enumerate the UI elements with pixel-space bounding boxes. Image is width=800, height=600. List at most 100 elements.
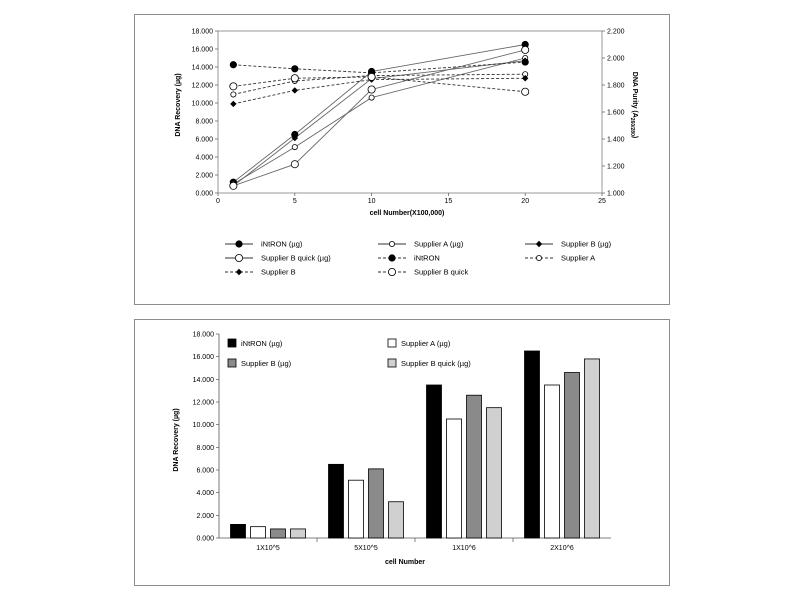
y-tick-label: 10.000 — [192, 101, 214, 108]
legend-entry: Supplier B quick (µg) — [401, 359, 471, 368]
data-point — [521, 87, 530, 96]
legend-entry: iNtRON (µg) — [261, 240, 303, 249]
legend-marker — [235, 253, 244, 262]
bar — [290, 528, 306, 539]
data-point — [368, 94, 375, 101]
y-tick-label: 14.000 — [193, 377, 215, 384]
x-axis-label: cell Number(X100,000) — [370, 210, 445, 217]
y-tick-label: 4.000 — [196, 490, 214, 497]
line-chart: 0.000 2.000 4.000 6.000 8.000 10.000 12.000 14.… — [175, 29, 638, 277]
bar — [486, 407, 502, 539]
legend-entry: Supplier A (µg) — [401, 339, 451, 348]
series-line — [233, 77, 526, 105]
series-line — [233, 49, 526, 187]
bar — [564, 372, 580, 539]
legend-marker — [387, 267, 396, 276]
line-chart-panel: 0.000 2.000 4.000 6.000 8.000 10.000 12.000 14.… — [134, 14, 670, 305]
legend-swatch — [387, 358, 397, 368]
y-axis-label: DNA Recovery (µg) — [175, 73, 182, 136]
bar — [584, 358, 600, 539]
y2-tick-label: 2.000 — [607, 56, 625, 63]
y-tick-label: 12.000 — [193, 400, 215, 407]
legend-entry: Supplier B quick (µg) — [261, 254, 331, 263]
data-point — [229, 61, 237, 69]
legend-entry: iNtRON (µg) — [241, 339, 283, 348]
legend-entry: Supplier B (µg) — [241, 359, 292, 368]
series-line — [233, 76, 526, 93]
data-point — [230, 100, 237, 108]
legend-entry: Supplier B — [261, 268, 296, 277]
x-tick-label: 0 — [216, 198, 220, 205]
series-line — [233, 61, 526, 74]
bar-chart-panel: 0.000 2.000 4.000 6.000 8.000 10.000 12.000 14.… — [134, 319, 670, 586]
y-tick-label: 6.000 — [196, 468, 214, 475]
y2-tick-label: 1.000 — [607, 191, 625, 198]
data-point — [229, 181, 238, 190]
y-tick-label: 8.000 — [196, 445, 214, 452]
data-point — [521, 58, 529, 66]
bar — [388, 501, 404, 539]
x-tick-label: 15 — [445, 198, 453, 205]
x-tick-label: 10 — [368, 198, 376, 205]
y-tick-label: 6.000 — [195, 137, 213, 144]
y2-tick-label: 1.600 — [607, 110, 625, 117]
x-tick-label: 1X10^6 — [452, 545, 476, 552]
legend-marker — [388, 240, 395, 247]
bar — [230, 523, 246, 539]
series-line — [233, 73, 526, 95]
data-point — [290, 160, 299, 169]
y-tick-label: 12.000 — [192, 83, 214, 90]
bar — [348, 479, 364, 539]
y-tick-label: 0.000 — [196, 536, 214, 543]
legend-marker — [235, 268, 243, 276]
bar — [524, 350, 540, 539]
bar — [446, 418, 462, 539]
y-tick-label: 10.000 — [193, 422, 215, 429]
y2-tick-label: 1.200 — [607, 164, 625, 171]
line-chart-legend: iNtRON (µg) Supplier A (µg) Supplier B (µg… — [225, 240, 612, 277]
legend-marker — [388, 254, 396, 262]
data-point — [367, 72, 376, 81]
x-tick-label: 1X10^5 — [256, 545, 280, 552]
bar — [328, 463, 344, 539]
x-tick-label: 5X10^5 — [354, 545, 378, 552]
data-point — [291, 144, 298, 151]
y2-tick-label: 2.200 — [607, 29, 625, 36]
legend-swatch — [387, 338, 397, 348]
y-tick-label: 2.000 — [195, 173, 213, 180]
series-line — [233, 57, 526, 185]
bar — [368, 468, 384, 539]
y-tick-label: 16.000 — [192, 47, 214, 54]
series-line — [233, 44, 526, 183]
y-tick-label: 18.000 — [193, 332, 215, 339]
bar-x-axis-label: cell Number — [385, 559, 425, 566]
legend-swatch — [227, 358, 237, 368]
x-tick-label: 25 — [598, 198, 606, 205]
data-point — [291, 134, 298, 142]
legend-entry: Supplier A — [561, 254, 595, 263]
y2-tick-label: 1.800 — [607, 83, 625, 90]
plot-area — [217, 30, 603, 194]
data-point — [229, 82, 238, 91]
bar-chart: 0.000 2.000 4.000 6.000 8.000 10.000 12.000 14.… — [173, 332, 611, 566]
y-tick-label: 18.000 — [192, 29, 214, 36]
y-tick-label: 2.000 — [196, 513, 214, 520]
data-point — [521, 45, 530, 54]
legend-entry: Supplier B quick — [414, 268, 468, 277]
legend-marker — [235, 240, 243, 248]
data-point — [367, 85, 376, 94]
data-point — [290, 74, 299, 83]
y-tick-label: 8.000 — [195, 119, 213, 126]
bar — [270, 528, 286, 539]
legend-marker — [535, 240, 543, 248]
legend-marker — [535, 254, 542, 261]
y2-tick-label: 1.400 — [607, 137, 625, 144]
series-line — [233, 60, 526, 187]
y2-axis-label: DNA Purity (A260/280) — [629, 72, 638, 138]
legend-entry: Supplier B (µg) — [561, 240, 612, 249]
x-tick-label: 5 — [293, 198, 297, 205]
data-point — [291, 65, 299, 73]
x-tick-label: 20 — [521, 198, 529, 205]
x-tick-label: 2X10^6 — [550, 545, 574, 552]
y-tick-label: 4.000 — [195, 155, 213, 162]
